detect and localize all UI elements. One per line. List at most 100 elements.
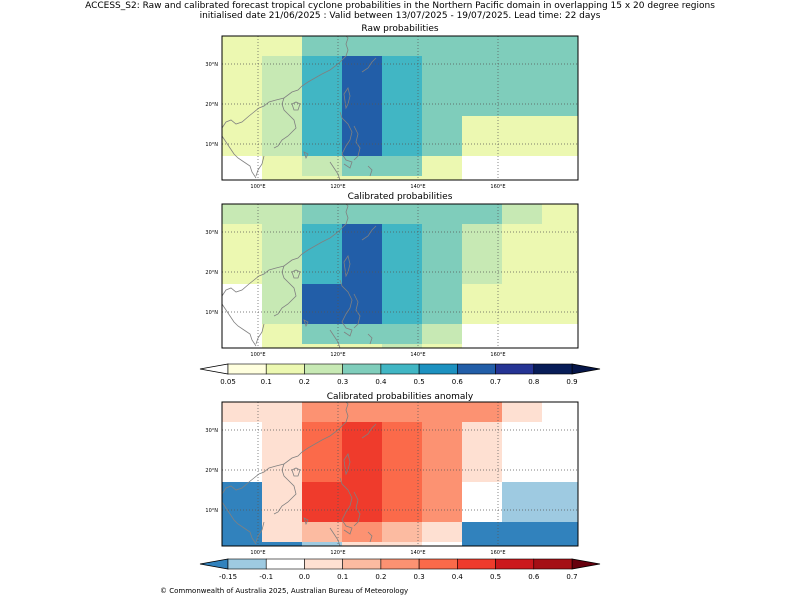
colorbar-segment	[457, 363, 496, 375]
coastline-path	[273, 97, 297, 149]
lat-tick-label: 10°N	[205, 142, 218, 148]
colorbar-tick-label: 0.1	[261, 378, 272, 386]
grid-cell	[382, 462, 422, 482]
grid-cell	[462, 284, 502, 324]
lat-tick-label: 30°N	[205, 428, 218, 434]
lat-tick-label: 20°N	[205, 102, 218, 108]
grid-cell	[502, 542, 542, 546]
coastline	[221, 401, 377, 547]
colorbar-segment	[265, 558, 305, 570]
lon-tick-label: 100°E	[250, 184, 265, 190]
grid-cell	[382, 156, 422, 176]
coastline-path	[329, 527, 341, 547]
grid-cell	[222, 522, 262, 542]
colorbar-segment	[304, 558, 343, 570]
grid-cell	[502, 284, 542, 324]
grid-cell	[542, 36, 578, 56]
grid-cell	[502, 56, 542, 96]
colorbar-tick-label: -0.15	[219, 573, 237, 581]
lon-tick-label: 140°E	[410, 550, 425, 556]
grid-cell	[222, 344, 262, 348]
grid-cell	[342, 482, 382, 522]
colorbar-over-arrow	[571, 558, 601, 570]
grid-cell	[262, 176, 302, 180]
grid-cell	[502, 156, 542, 176]
grid-cell	[422, 176, 462, 180]
grid-cell	[302, 176, 342, 180]
grid-cell	[342, 284, 382, 324]
grid-cell	[462, 522, 502, 542]
grid-cell	[382, 522, 422, 542]
grid-cell	[502, 116, 542, 156]
grid-cell	[462, 482, 502, 522]
colorbar-tick-label: 0.8	[528, 378, 539, 386]
colorbar-segment	[304, 363, 343, 375]
grid-cell	[542, 224, 578, 264]
coastline-path	[303, 151, 309, 160]
colorbar-segment	[457, 558, 496, 570]
graticule	[222, 36, 578, 180]
grid-cell	[382, 422, 422, 462]
grid-cell	[222, 176, 262, 180]
coastline	[221, 35, 377, 181]
coastline-path	[221, 135, 257, 179]
grid-cell	[542, 482, 578, 522]
coastline-path	[361, 423, 377, 439]
colorbar-segment	[495, 363, 535, 375]
figure-title: ACCESS_S2: Raw and calibrated forecast t…	[85, 1, 715, 11]
grid-cell	[342, 204, 382, 224]
grid-cell	[302, 56, 342, 96]
grid-cell	[382, 176, 422, 180]
grid-cells	[222, 36, 578, 180]
grid-cell	[342, 422, 382, 462]
grid-cell	[542, 264, 578, 284]
grid-cell	[342, 344, 382, 348]
grid-cell	[462, 344, 502, 348]
coastline-path	[329, 329, 341, 349]
anomaly-colorbar: -0.15 -0.1 0.0 0.1 0.2 0.3 0.4 0.5 0.6 0.7	[199, 558, 601, 581]
coastline-path	[273, 463, 297, 515]
grid-cell	[502, 264, 542, 284]
grid-cell	[342, 96, 382, 116]
grid-cell	[422, 482, 462, 522]
grid-cell	[502, 422, 542, 462]
map-frame	[221, 203, 579, 349]
grid-cell	[422, 156, 462, 176]
grid-cell	[302, 36, 342, 56]
grid-cell	[342, 224, 382, 264]
grid-cell	[462, 36, 502, 56]
colorbar-segment	[495, 558, 535, 570]
grid-cell	[462, 116, 502, 156]
grid-cell	[222, 462, 262, 482]
coastline-path	[255, 521, 265, 543]
grid-cell	[542, 522, 578, 542]
grid-cell	[222, 542, 262, 546]
colorbar-tick-label: 0.6	[528, 573, 540, 581]
probability-colorbar: 0.05 0.1 0.2 0.3 0.4 0.5 0.6 0.7 0.8 0.9	[199, 363, 601, 386]
grid-cell	[462, 96, 502, 116]
grid-cell	[222, 482, 262, 522]
lat-tick-label: 10°N	[205, 310, 218, 316]
grid-cell	[422, 264, 462, 284]
grid-cell	[422, 96, 462, 116]
grid-cell	[542, 56, 578, 96]
grid-cell	[422, 344, 462, 348]
graticule	[222, 204, 578, 348]
grid-cell	[382, 224, 422, 264]
grid-cell	[382, 116, 422, 156]
grid-cell	[262, 522, 302, 542]
grid-cell	[262, 462, 302, 482]
coastline-path	[303, 517, 309, 526]
lat-tick-label: 10°N	[205, 508, 218, 514]
grid-cell	[262, 482, 302, 522]
grid-cell	[382, 204, 422, 224]
grid-cell	[222, 284, 262, 324]
grid-cell	[262, 542, 302, 546]
grid-cell	[262, 324, 302, 344]
coastline-path	[343, 453, 351, 476]
grid-cell	[342, 176, 382, 180]
lon-tick-label: 160°E	[490, 550, 505, 556]
colorbar-under-arrow	[199, 558, 229, 570]
coastline-path	[361, 57, 377, 73]
lon-tick-label: 160°E	[490, 352, 505, 358]
